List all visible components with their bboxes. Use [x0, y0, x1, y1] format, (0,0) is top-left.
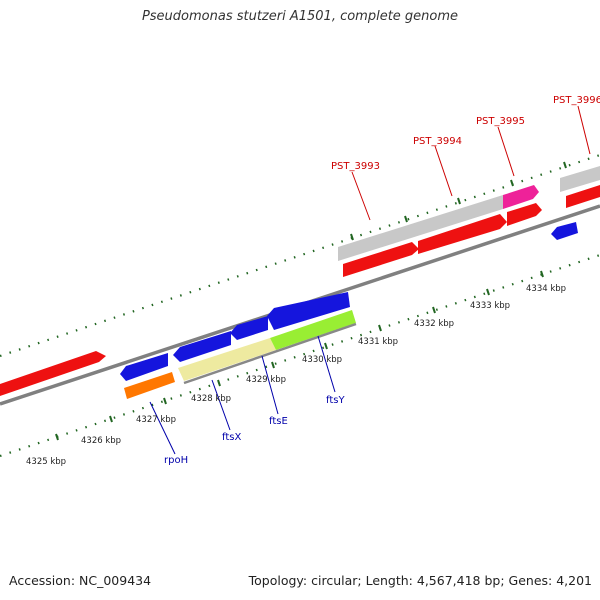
gene-label-ftsY[interactable]: ftsY [326, 395, 345, 406]
gene-label-pst3994[interactable]: PST_3994 [413, 136, 462, 147]
kbp-label: 4331 kbp [358, 337, 398, 347]
kbp-label: 4334 kbp [526, 284, 566, 294]
kbp-label: 4328 kbp [191, 394, 231, 404]
gene-arrow-red-left[interactable] [0, 351, 106, 396]
gene-label-ftsE[interactable]: ftsE [269, 416, 288, 427]
upper-tick-track [0, 153, 600, 358]
gene-label-ftsX[interactable]: ftsX [222, 432, 241, 443]
gene-arrow-lime-ftsY[interactable] [270, 310, 356, 350]
gene-label-pst3996[interactable]: PST_3996 [553, 95, 600, 106]
gene-arrow-grey-pst3996[interactable] [560, 166, 600, 192]
gene-arrow-paleyellow-ftsX[interactable] [178, 338, 276, 381]
gene-callout-lines [149, 105, 591, 455]
kbp-label: 4332 kbp [414, 319, 454, 329]
gene-arrow-orange-rpoH[interactable] [124, 372, 175, 399]
gene-label-pst3993[interactable]: PST_3993 [331, 161, 380, 172]
lower-major-ticks [55, 270, 544, 441]
map-title: Pseudomonas stutzeri A1501, complete gen… [141, 9, 459, 24]
accession-text: Accession: NC_009434 [9, 573, 152, 588]
gene-arrow-blue-ftsX-2[interactable] [230, 316, 268, 340]
gene-arrow-grey-pst3993[interactable] [338, 195, 503, 261]
genome-summary-text: Topology: circular; Length: 4,567,418 bp… [248, 573, 592, 588]
gene-arrow-magenta-pst3995[interactable] [503, 185, 539, 209]
upper-major-ticks [350, 161, 567, 241]
gene-arrow-blue-ftsE[interactable] [267, 292, 350, 330]
kbp-label: 4333 kbp [470, 301, 510, 311]
gene-arrow-red-pst3996[interactable] [566, 185, 600, 208]
track-shadow-reverse [183, 322, 357, 385]
kbp-label: 4325 kbp [26, 457, 66, 467]
gene-label-rpoH[interactable]: rpoH [164, 455, 188, 466]
gene-arrow-blue-right[interactable] [551, 222, 578, 240]
gene-arrow-blue-rpoH-region[interactable] [120, 353, 168, 381]
kbp-label: 4330 kbp [302, 355, 342, 365]
kbp-label: 4329 kbp [246, 375, 286, 385]
kbp-label: 4326 kbp [81, 436, 121, 446]
gene-arrow-red-pst3994[interactable] [418, 214, 507, 254]
kbp-label: 4327 kbp [136, 415, 176, 425]
gene-label-pst3995[interactable]: PST_3995 [476, 116, 525, 127]
gene-arrow-red-pst3995[interactable] [507, 203, 542, 226]
gene-arrow-blue-ftsX[interactable] [173, 331, 231, 362]
gene-arrow-red-pst3993[interactable] [343, 242, 419, 277]
